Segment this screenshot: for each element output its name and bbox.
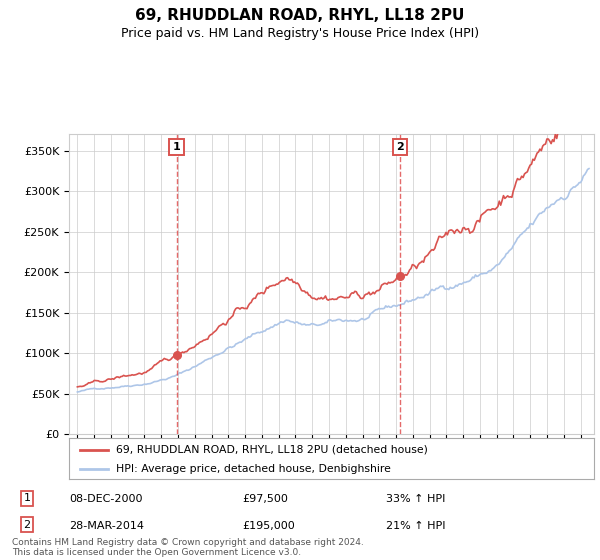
Text: 21% ↑ HPI: 21% ↑ HPI xyxy=(386,521,446,531)
Text: Contains HM Land Registry data © Crown copyright and database right 2024.
This d: Contains HM Land Registry data © Crown c… xyxy=(12,538,364,557)
Text: 69, RHUDDLAN ROAD, RHYL, LL18 2PU: 69, RHUDDLAN ROAD, RHYL, LL18 2PU xyxy=(136,8,464,24)
Text: 1: 1 xyxy=(173,142,181,152)
Text: 2: 2 xyxy=(23,520,31,530)
Text: 69, RHUDDLAN ROAD, RHYL, LL18 2PU (detached house): 69, RHUDDLAN ROAD, RHYL, LL18 2PU (detac… xyxy=(116,445,428,455)
Text: 28-MAR-2014: 28-MAR-2014 xyxy=(70,521,145,531)
Text: Price paid vs. HM Land Registry's House Price Index (HPI): Price paid vs. HM Land Registry's House … xyxy=(121,27,479,40)
Text: 2: 2 xyxy=(396,142,404,152)
Text: £97,500: £97,500 xyxy=(242,494,288,505)
Text: 1: 1 xyxy=(23,493,31,503)
Text: £195,000: £195,000 xyxy=(242,521,295,531)
Text: 08-DEC-2000: 08-DEC-2000 xyxy=(70,494,143,505)
Text: 33% ↑ HPI: 33% ↑ HPI xyxy=(386,494,446,505)
Text: HPI: Average price, detached house, Denbighshire: HPI: Average price, detached house, Denb… xyxy=(116,464,391,474)
